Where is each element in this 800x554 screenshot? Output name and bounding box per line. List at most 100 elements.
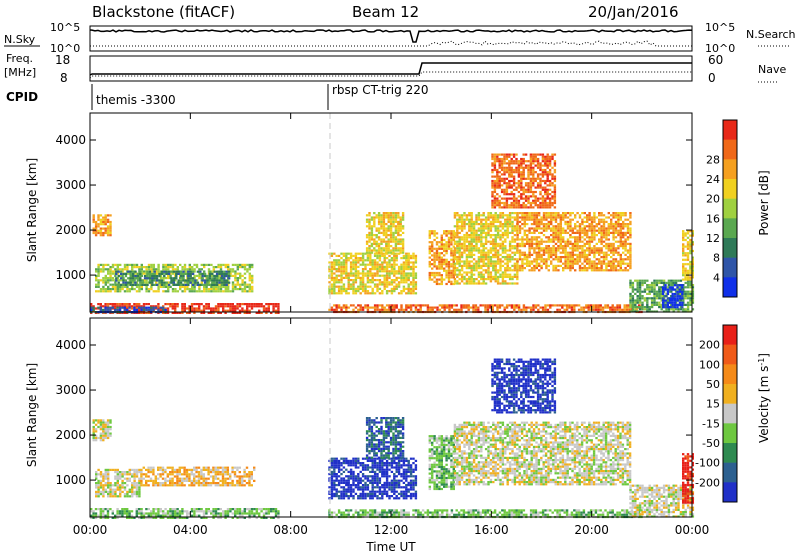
data-cell	[345, 265, 348, 268]
data-cell	[354, 276, 358, 279]
data-cell	[342, 254, 346, 257]
data-cell	[553, 304, 557, 307]
data-cell	[145, 266, 148, 269]
data-cell	[624, 269, 627, 272]
data-cell	[617, 229, 620, 232]
data-cell	[559, 242, 562, 245]
data-cell	[382, 216, 386, 219]
data-cell	[397, 227, 400, 230]
data-cell	[691, 290, 695, 293]
data-cell	[536, 206, 540, 209]
data-cell	[484, 258, 488, 261]
data-cell	[650, 290, 654, 293]
data-cell	[368, 240, 371, 243]
data-cell	[119, 272, 123, 275]
data-cell	[622, 227, 625, 230]
data-cell	[559, 220, 562, 223]
data-cell	[370, 216, 374, 219]
data-region	[629, 279, 695, 313]
data-cell	[397, 234, 400, 237]
data-cell	[354, 263, 358, 266]
data-cell	[200, 281, 203, 284]
data-cell	[223, 279, 226, 282]
data-cell	[602, 240, 606, 243]
data-cell	[686, 306, 690, 309]
data-cell	[402, 265, 406, 268]
data-cell	[526, 214, 529, 217]
data-cell	[453, 242, 457, 245]
data-cell	[127, 281, 130, 284]
data-cell	[472, 247, 476, 250]
data-cell	[475, 260, 478, 263]
data-cell	[528, 256, 531, 259]
data-cell	[544, 197, 547, 200]
data-cell	[395, 270, 398, 273]
data-cell	[450, 263, 453, 266]
data-cell	[595, 225, 598, 228]
data-cell	[397, 265, 401, 268]
data-cell	[472, 304, 475, 307]
data-cell	[501, 251, 505, 254]
data-cell	[540, 260, 543, 263]
data-cell	[598, 253, 601, 256]
data-cell	[365, 225, 369, 228]
data-cell	[504, 258, 507, 261]
data-cell	[447, 243, 451, 246]
data-cell	[191, 279, 195, 282]
data-cell	[489, 216, 493, 219]
data-cell	[376, 283, 379, 286]
data-cell	[111, 283, 115, 286]
data-cell	[179, 279, 183, 282]
data-cell	[217, 277, 220, 280]
data-cell	[686, 284, 690, 287]
data-cell	[234, 307, 237, 310]
data-cell	[140, 272, 143, 275]
data-cell	[551, 175, 554, 178]
data-cell	[357, 304, 360, 307]
data-cell	[373, 285, 377, 288]
data-cell	[143, 277, 147, 280]
data-cell	[511, 225, 514, 228]
data-cell	[564, 231, 567, 234]
data-cell	[665, 281, 668, 284]
data-cell	[582, 308, 586, 311]
data-cell	[526, 223, 529, 226]
data-cell	[143, 270, 146, 273]
data-cell	[510, 197, 513, 200]
data-cell	[236, 305, 239, 308]
data-cell	[250, 303, 254, 306]
data-cell	[566, 240, 570, 243]
data-cell	[361, 308, 365, 311]
data-cell	[365, 251, 369, 254]
data-cell	[552, 218, 555, 221]
data-cell	[548, 193, 552, 196]
data-cell	[354, 259, 358, 262]
data-cell	[542, 227, 546, 230]
data-cell	[383, 287, 386, 290]
data-cell	[412, 254, 415, 257]
data-cell	[600, 247, 603, 250]
data-cell	[593, 249, 596, 252]
data-cell	[239, 274, 242, 277]
data-cell	[193, 311, 196, 314]
data-cell	[617, 234, 620, 237]
data-cell	[385, 251, 388, 254]
data-cell	[203, 279, 207, 282]
data-cell	[402, 290, 406, 293]
data-cell	[600, 238, 603, 241]
data-cell	[401, 242, 405, 245]
data-cell	[581, 251, 584, 254]
data-cell	[193, 309, 196, 312]
data-cell	[394, 242, 398, 245]
data-cell	[337, 274, 341, 277]
data-cell	[554, 225, 558, 228]
data-cell	[546, 188, 549, 191]
data-cell	[401, 231, 405, 234]
data-cell	[465, 249, 469, 252]
data-cell	[586, 220, 589, 223]
data-cell	[456, 212, 459, 215]
data-cell	[539, 164, 542, 167]
data-cell	[650, 286, 654, 289]
data-cell	[527, 182, 530, 185]
data-cell	[569, 225, 572, 228]
